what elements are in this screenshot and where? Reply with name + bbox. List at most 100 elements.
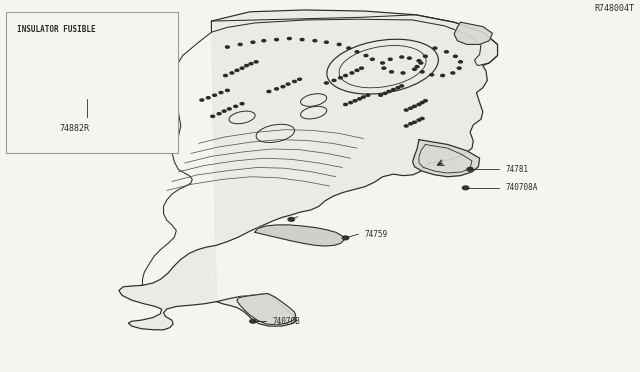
Text: 74781: 74781 [505,165,529,174]
Circle shape [401,72,405,74]
Circle shape [413,68,417,70]
Circle shape [353,100,357,102]
Circle shape [400,56,404,58]
Circle shape [234,105,237,108]
Circle shape [451,72,455,74]
Polygon shape [413,140,479,177]
Circle shape [230,72,234,74]
Circle shape [238,43,242,45]
Circle shape [347,47,351,49]
Circle shape [275,88,278,90]
Text: 74070B: 74070B [272,317,300,326]
Circle shape [249,62,253,65]
Circle shape [212,94,216,96]
Circle shape [400,85,404,87]
Circle shape [413,105,417,108]
Circle shape [388,58,392,60]
Circle shape [417,60,421,62]
Circle shape [420,118,424,120]
Circle shape [371,58,374,60]
Circle shape [362,96,365,98]
Circle shape [211,115,214,118]
Text: INSULATOR FUSIBLE: INSULATOR FUSIBLE [17,25,96,34]
Circle shape [459,61,463,63]
Circle shape [313,39,317,42]
Circle shape [441,74,445,77]
Circle shape [262,39,266,42]
Circle shape [222,110,226,112]
Circle shape [430,74,434,76]
Text: 74882R: 74882R [59,124,89,133]
Circle shape [219,92,223,94]
Circle shape [300,38,304,41]
Circle shape [467,167,473,171]
Bar [6,12,178,153]
Circle shape [267,90,271,93]
Circle shape [350,72,354,74]
Polygon shape [454,22,492,44]
Text: R748004T: R748004T [594,4,634,13]
Circle shape [206,97,210,99]
Circle shape [409,107,413,109]
Circle shape [355,69,359,71]
Circle shape [454,55,458,57]
Circle shape [413,121,417,124]
Polygon shape [119,10,497,330]
Circle shape [383,92,387,94]
Circle shape [250,320,256,323]
Circle shape [344,74,348,77]
Circle shape [360,67,364,69]
Circle shape [420,102,424,104]
Circle shape [225,46,229,48]
Circle shape [355,51,359,53]
Circle shape [240,103,244,105]
Circle shape [288,218,294,221]
Circle shape [240,67,244,69]
Circle shape [298,78,301,80]
Circle shape [324,82,328,84]
Circle shape [364,54,368,57]
Circle shape [344,103,348,106]
Circle shape [390,71,394,73]
Circle shape [227,108,231,110]
Circle shape [417,103,421,106]
Circle shape [251,41,255,43]
Circle shape [424,55,428,57]
Circle shape [235,69,239,71]
Circle shape [287,37,291,39]
Circle shape [358,98,362,100]
Circle shape [392,89,396,91]
Circle shape [223,74,227,77]
Circle shape [200,99,204,101]
Circle shape [408,57,412,59]
Circle shape [225,89,229,92]
Circle shape [337,43,341,45]
Circle shape [463,186,468,190]
Circle shape [339,77,342,79]
Circle shape [349,102,353,104]
Circle shape [275,38,278,41]
Circle shape [409,123,413,125]
Circle shape [404,125,408,127]
Text: 740708A: 740708A [505,183,538,192]
Circle shape [379,94,383,96]
Circle shape [420,71,424,73]
Circle shape [381,62,385,64]
Circle shape [424,100,428,102]
Circle shape [382,67,386,69]
Circle shape [417,119,421,121]
Circle shape [419,62,423,64]
Circle shape [415,65,419,68]
Circle shape [292,80,296,83]
Circle shape [254,61,258,63]
Circle shape [396,87,400,89]
Circle shape [217,113,221,115]
Circle shape [366,94,370,96]
Circle shape [458,67,461,69]
Circle shape [387,90,391,93]
Circle shape [286,83,290,85]
Circle shape [404,109,408,111]
Polygon shape [237,294,296,325]
Circle shape [332,79,336,81]
Circle shape [445,51,449,53]
